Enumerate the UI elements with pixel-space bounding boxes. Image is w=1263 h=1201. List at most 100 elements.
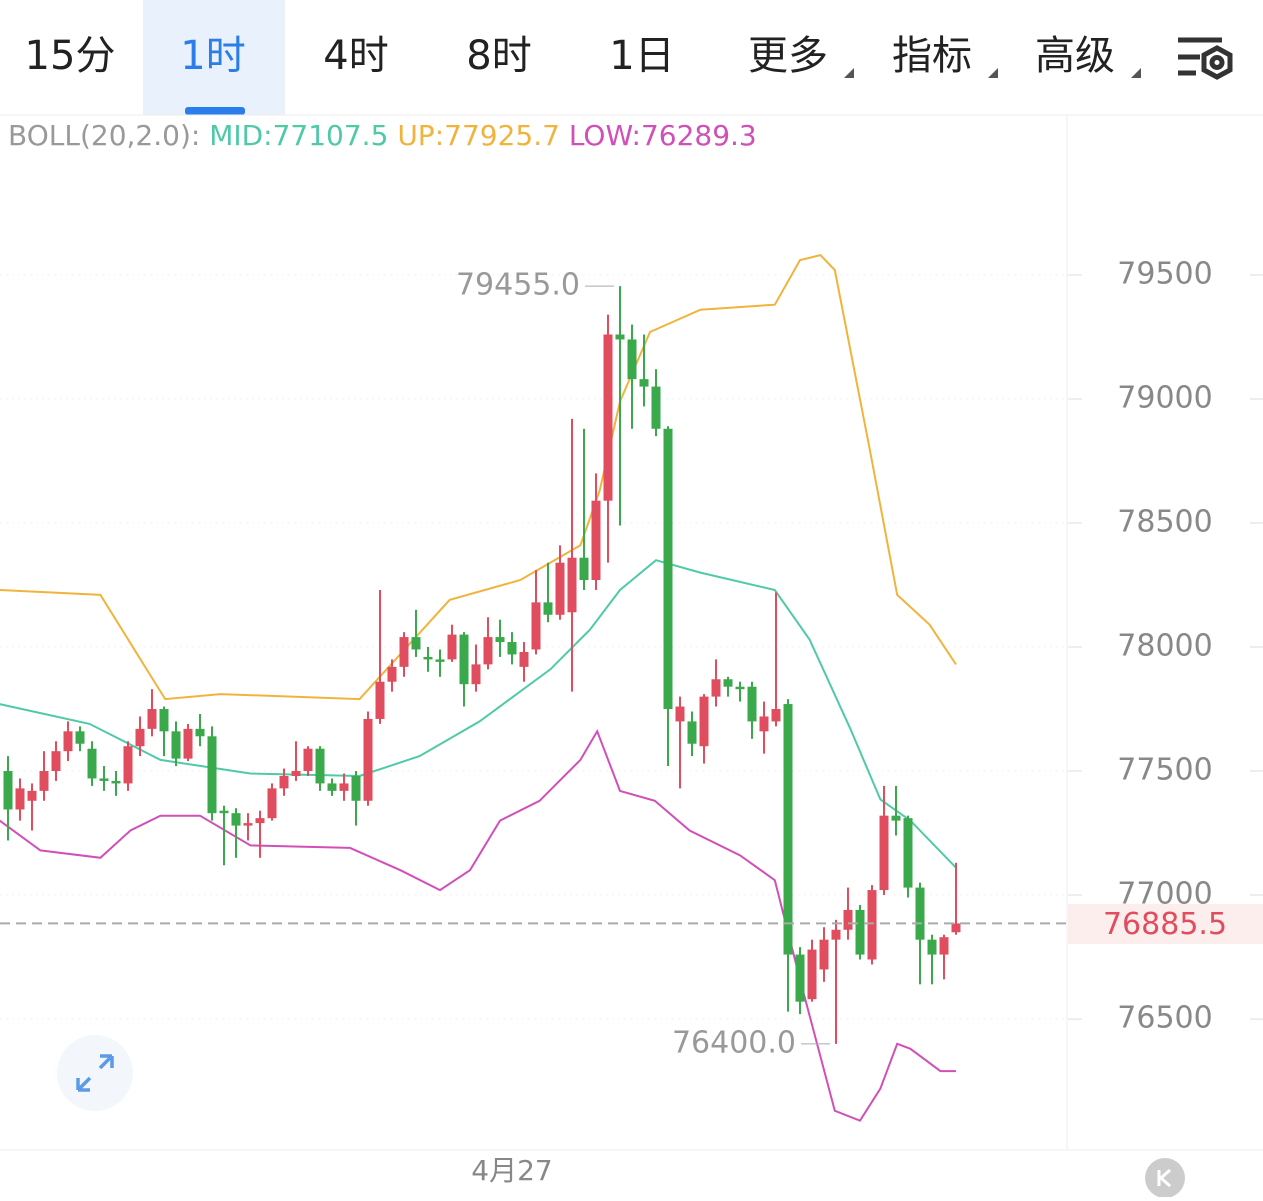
candle-body xyxy=(15,788,25,810)
settings-icon[interactable] xyxy=(1178,37,1233,80)
candle-body xyxy=(519,651,529,667)
dropdown-marker xyxy=(1131,68,1141,78)
candle-body xyxy=(327,783,337,791)
candle-body xyxy=(63,731,73,752)
k-button[interactable] xyxy=(1145,1158,1185,1198)
candle-body xyxy=(399,637,409,667)
legend-gap xyxy=(200,119,209,152)
candle-body xyxy=(339,783,349,791)
candle-body xyxy=(555,562,565,615)
candle-body xyxy=(315,748,325,784)
candle-body xyxy=(111,780,121,784)
tab[interactable]: 15分 xyxy=(25,33,116,79)
boll-line xyxy=(0,729,956,1122)
candle-body xyxy=(615,334,625,340)
candle-body xyxy=(747,686,757,722)
candle-body xyxy=(39,771,49,791)
candle-body xyxy=(195,728,205,737)
candle-body xyxy=(495,637,505,643)
expand-button[interactable] xyxy=(57,1035,133,1111)
indicator-name: BOLL(20,2.0): xyxy=(8,119,200,152)
candle-body xyxy=(423,656,433,660)
candle-body xyxy=(411,637,421,650)
candle-body xyxy=(291,771,301,776)
candle-body xyxy=(363,718,373,801)
candle-body xyxy=(27,790,37,801)
candle-body xyxy=(651,386,661,429)
candle-body xyxy=(255,818,265,824)
candle-body xyxy=(543,602,553,615)
boll-line xyxy=(0,559,957,869)
dropdown-marker xyxy=(988,68,998,78)
last-price-bg xyxy=(1068,904,1263,944)
candle-body xyxy=(471,664,481,685)
candle-body xyxy=(687,721,697,744)
candle-body xyxy=(351,775,361,801)
candle-body xyxy=(783,704,793,955)
tab[interactable]: 1时 xyxy=(180,33,245,79)
legend-entry: LOW:76289.3 xyxy=(569,119,757,152)
y-tick-label: 76500 xyxy=(1117,1001,1212,1036)
candle-body xyxy=(939,937,949,955)
candle-body xyxy=(663,428,673,710)
y-tick-label: 77000 xyxy=(1117,877,1212,912)
candle-body xyxy=(159,709,169,732)
candle-body xyxy=(3,771,13,810)
candle-body xyxy=(831,929,841,940)
candle-body xyxy=(867,890,877,960)
candle-body xyxy=(135,728,145,747)
candle-body xyxy=(567,557,577,613)
legend-entry: UP:77925.7 xyxy=(397,119,560,152)
candle-body xyxy=(807,949,817,1000)
candle-body xyxy=(927,939,937,955)
candle-body xyxy=(231,813,241,826)
low-label: 76400.0 xyxy=(672,1025,796,1060)
candle-body xyxy=(771,709,781,722)
candle-body xyxy=(891,815,901,821)
candle-body xyxy=(207,736,217,814)
candle-body xyxy=(591,500,601,581)
candle-body xyxy=(819,939,829,970)
legend-entry: MID:77107.5 xyxy=(209,119,388,152)
candle-body xyxy=(723,679,733,687)
candle-body xyxy=(447,634,457,660)
candle-body xyxy=(879,815,889,891)
candle-body xyxy=(711,679,721,697)
candle-body xyxy=(735,686,745,690)
high-label: 79455.0 xyxy=(456,268,580,303)
y-tick-label: 78500 xyxy=(1117,504,1212,539)
candle-body xyxy=(147,709,157,729)
candle-body xyxy=(51,751,61,772)
legend-gap xyxy=(560,119,569,152)
candle-body xyxy=(375,681,385,719)
candle-body xyxy=(183,728,193,759)
last-price-label: 76885.5 xyxy=(1103,907,1227,942)
tab[interactable]: 4时 xyxy=(323,33,388,79)
candle-body xyxy=(699,696,709,747)
candle-body xyxy=(171,731,181,759)
candle-body xyxy=(579,557,589,581)
candle-body xyxy=(87,748,97,779)
tab[interactable]: 更多 xyxy=(748,33,828,79)
tab[interactable]: 8时 xyxy=(466,33,531,79)
tab[interactable]: 高级 xyxy=(1035,33,1115,79)
y-tick-label: 78000 xyxy=(1117,629,1212,664)
candle-body xyxy=(795,954,805,1002)
y-tick-label: 77500 xyxy=(1117,753,1212,788)
candle-body xyxy=(903,818,913,888)
candle-body xyxy=(459,634,469,685)
candle-body xyxy=(531,602,541,650)
tab[interactable]: 1日 xyxy=(609,33,674,79)
candle-body xyxy=(75,731,85,744)
candle-body xyxy=(675,706,685,722)
candle-body xyxy=(915,887,925,940)
tab[interactable]: 指标 xyxy=(892,33,972,79)
candle-body xyxy=(243,823,253,826)
candle-body xyxy=(219,810,229,814)
candle-body xyxy=(279,775,289,789)
y-tick-label: 79000 xyxy=(1117,380,1212,415)
candle-body xyxy=(603,334,613,501)
candle-body xyxy=(951,923,961,933)
boll-line xyxy=(0,253,957,701)
